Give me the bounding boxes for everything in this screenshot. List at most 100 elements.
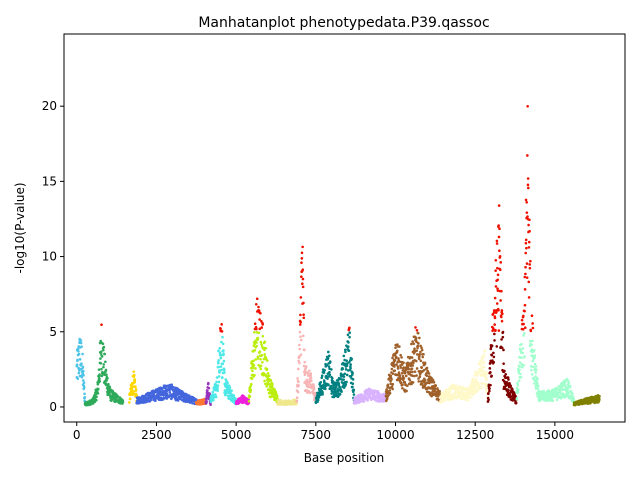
data-point xyxy=(506,376,510,379)
data-point xyxy=(419,350,422,354)
data-point xyxy=(396,365,400,368)
data-point xyxy=(301,282,304,285)
data-point xyxy=(433,387,437,391)
data-point xyxy=(81,352,84,356)
data-point xyxy=(107,382,110,386)
data-point xyxy=(398,345,401,348)
data-point xyxy=(344,350,347,354)
data-point xyxy=(351,385,354,389)
data-point xyxy=(95,395,98,399)
data-point xyxy=(484,387,488,391)
data-point xyxy=(207,386,211,390)
data-point xyxy=(515,396,519,400)
data-point xyxy=(259,357,262,361)
data-point xyxy=(496,266,499,270)
data-point xyxy=(401,369,405,372)
data-point xyxy=(108,391,112,394)
data-point xyxy=(534,371,537,374)
data-point xyxy=(572,399,576,402)
data-point xyxy=(416,331,420,335)
y-tick-label: 20 xyxy=(42,99,57,113)
data-point xyxy=(530,339,534,343)
data-point xyxy=(267,374,271,378)
data-point xyxy=(525,276,529,279)
data-point xyxy=(220,323,223,326)
data-point xyxy=(100,323,103,327)
data-point xyxy=(530,373,534,376)
data-point xyxy=(298,347,302,351)
data-point xyxy=(323,387,327,391)
data-point xyxy=(481,373,485,376)
data-point xyxy=(100,355,104,358)
data-point xyxy=(490,344,494,348)
data-point xyxy=(386,383,390,387)
data-point xyxy=(531,322,534,325)
data-point xyxy=(400,363,404,366)
data-point xyxy=(81,365,85,369)
data-point xyxy=(301,285,305,289)
data-point xyxy=(392,360,396,364)
data-point xyxy=(266,383,269,387)
data-point xyxy=(222,368,226,372)
data-point xyxy=(561,388,564,392)
data-point xyxy=(414,336,418,340)
data-point xyxy=(524,241,528,245)
data-point xyxy=(347,349,351,353)
data-point xyxy=(312,388,316,391)
data-point xyxy=(519,375,523,379)
data-point xyxy=(348,335,351,339)
data-point xyxy=(527,240,531,244)
data-point xyxy=(265,367,269,371)
data-point xyxy=(412,342,416,346)
data-point xyxy=(500,319,504,323)
data-point xyxy=(76,347,80,351)
data-point xyxy=(191,401,194,405)
data-point xyxy=(411,364,415,367)
data-point xyxy=(526,183,530,187)
data-point xyxy=(494,269,497,272)
data-point xyxy=(82,386,86,389)
data-point xyxy=(533,362,537,366)
data-point xyxy=(320,374,324,378)
data-point xyxy=(524,272,527,276)
data-point xyxy=(390,367,394,371)
data-point xyxy=(317,396,321,399)
data-point xyxy=(525,246,528,250)
data-point xyxy=(104,360,107,364)
data-point xyxy=(214,395,218,399)
data-point xyxy=(496,287,499,290)
data-point xyxy=(390,385,394,388)
data-point xyxy=(224,393,228,396)
data-point xyxy=(508,393,512,396)
data-point xyxy=(257,305,260,309)
data-point xyxy=(299,338,303,342)
data-point xyxy=(416,344,420,348)
data-point xyxy=(422,352,425,356)
data-point xyxy=(537,384,540,388)
data-point xyxy=(410,361,413,365)
data-point xyxy=(566,388,569,392)
data-point xyxy=(393,365,396,368)
data-point xyxy=(335,391,338,395)
data-point xyxy=(352,393,356,396)
data-point xyxy=(536,377,539,381)
data-point xyxy=(132,373,136,377)
data-point xyxy=(296,367,300,371)
data-point xyxy=(368,395,372,398)
data-point xyxy=(571,395,575,399)
data-point xyxy=(307,369,311,373)
data-point xyxy=(526,105,529,108)
data-point xyxy=(258,327,262,331)
data-point xyxy=(273,388,276,391)
data-point xyxy=(303,348,306,352)
data-point xyxy=(518,368,521,372)
data-point xyxy=(298,330,302,334)
data-point xyxy=(411,381,415,384)
data-point xyxy=(260,343,263,346)
data-point xyxy=(494,259,498,262)
data-point xyxy=(297,359,300,363)
data-point xyxy=(232,394,236,397)
data-point xyxy=(567,381,571,385)
data-point xyxy=(555,389,558,392)
